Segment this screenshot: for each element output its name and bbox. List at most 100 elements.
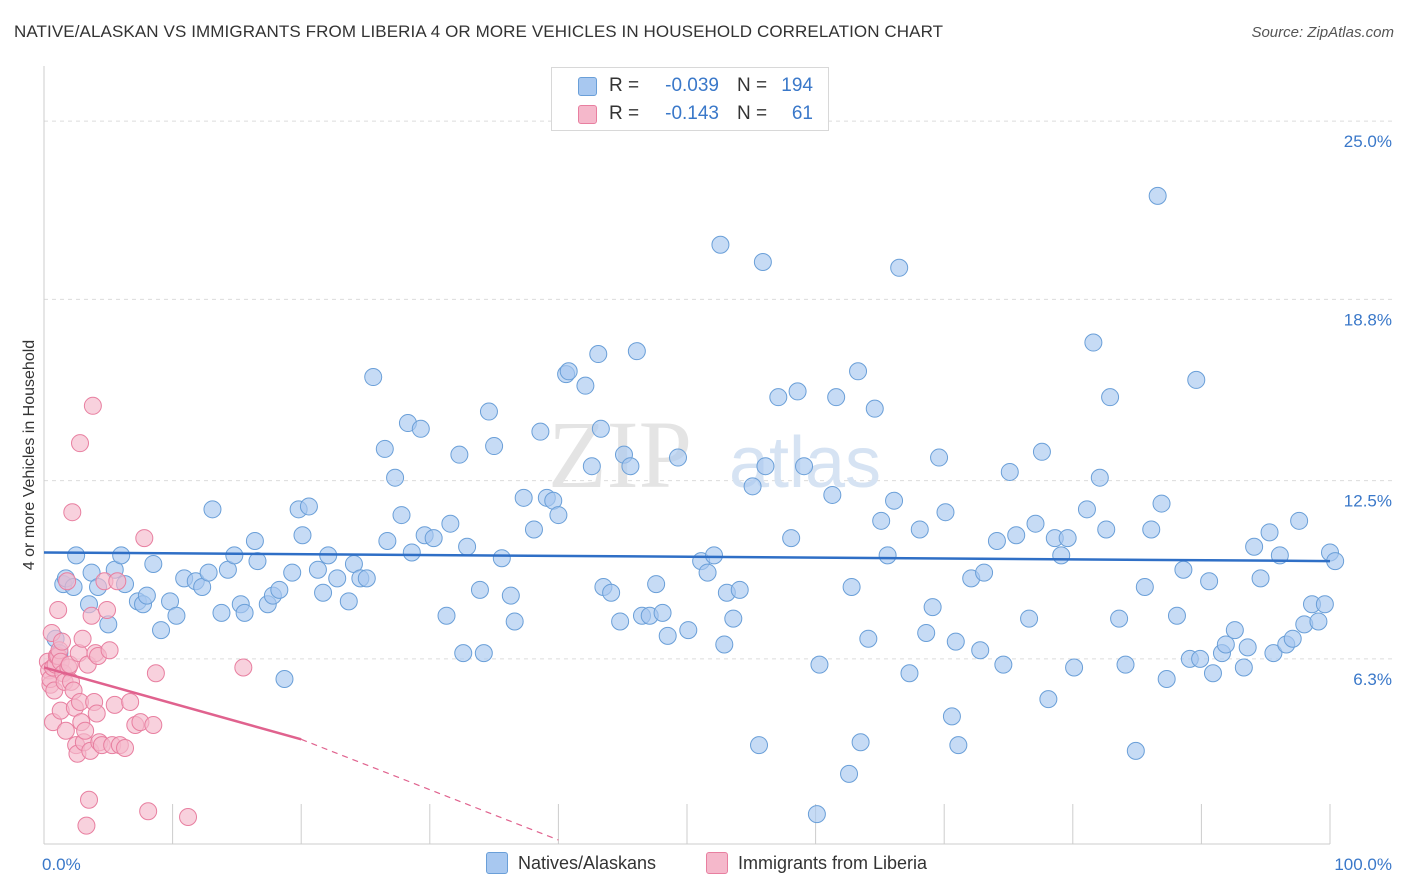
native-point xyxy=(576,376,595,395)
native-point xyxy=(923,598,942,617)
native-point xyxy=(248,552,267,571)
native-point xyxy=(225,546,244,565)
native-point xyxy=(930,448,949,467)
y-tick-label: 6.3% xyxy=(1353,670,1392,689)
native-point xyxy=(647,575,666,594)
native-point xyxy=(1007,526,1026,545)
native-point xyxy=(872,511,891,530)
native-point xyxy=(1077,500,1096,519)
legend-row-liberia: R = -0.143 N = 61 xyxy=(578,102,813,126)
native-point xyxy=(994,655,1013,674)
liberia-point xyxy=(71,434,90,453)
native-point xyxy=(524,520,543,539)
series-legend-liberia[interactable]: Immigrants from Liberia xyxy=(706,852,927,874)
native-point xyxy=(1026,514,1045,533)
liberia-point xyxy=(56,721,75,740)
native-point xyxy=(458,537,477,556)
liberia-point xyxy=(179,807,198,826)
native-point xyxy=(492,549,511,568)
legend-row-natives: R = -0.039 N = 194 xyxy=(578,74,813,98)
native-point xyxy=(1251,569,1270,588)
native-point xyxy=(698,563,717,582)
native-point xyxy=(900,664,919,683)
trend-lines xyxy=(43,551,1331,841)
native-point xyxy=(411,419,430,438)
liberia-point xyxy=(121,692,140,711)
liberia-trend-line xyxy=(43,666,302,741)
liberia-point xyxy=(234,658,253,677)
chart-title: NATIVE/ALASKAN VS IMMIGRANTS FROM LIBERI… xyxy=(14,22,944,41)
legend-r-label: R = xyxy=(609,103,640,124)
native-point xyxy=(1084,333,1103,352)
native-point xyxy=(67,546,86,565)
native-point xyxy=(479,402,498,421)
native-point xyxy=(137,586,156,605)
native-point xyxy=(531,422,550,441)
native-point xyxy=(308,560,327,579)
native-point xyxy=(1152,494,1171,513)
native-point xyxy=(1260,523,1279,542)
native-point xyxy=(842,577,861,596)
native-point xyxy=(314,583,333,602)
native-point xyxy=(299,497,318,516)
liberia-point xyxy=(82,606,101,625)
native-point xyxy=(144,554,163,573)
native-point xyxy=(890,258,909,277)
native-point xyxy=(1032,442,1051,461)
liberia-point xyxy=(53,632,72,651)
native-point xyxy=(514,488,533,507)
native-point xyxy=(827,388,846,407)
native-point xyxy=(750,736,769,755)
legend-r-value: -0.039 xyxy=(665,75,719,96)
native-point xyxy=(1097,520,1116,539)
native-point xyxy=(807,805,826,824)
native-point xyxy=(112,546,131,565)
native-point xyxy=(910,520,929,539)
native-point xyxy=(275,669,294,688)
native-point xyxy=(1238,638,1257,657)
native-point xyxy=(235,603,254,622)
native-point xyxy=(270,580,289,599)
native-point xyxy=(1157,669,1176,688)
native-point xyxy=(392,506,411,525)
native-point xyxy=(668,448,687,467)
native-point xyxy=(1191,649,1210,668)
native-point xyxy=(1116,655,1135,674)
native-point xyxy=(245,531,264,550)
native-point xyxy=(810,655,829,674)
source-label: Source: ZipAtlas.com xyxy=(1251,24,1394,41)
native-point xyxy=(1148,186,1167,205)
liberia-point xyxy=(63,503,82,522)
legend-swatch-natives xyxy=(486,852,508,874)
native-point xyxy=(1110,609,1129,628)
native-point xyxy=(823,485,842,504)
liberia-point xyxy=(87,704,106,723)
native-point xyxy=(505,612,524,631)
native-point xyxy=(454,644,473,663)
native-point xyxy=(769,388,788,407)
axes xyxy=(43,66,1331,845)
liberia-point xyxy=(108,572,127,591)
native-point xyxy=(865,399,884,418)
native-point xyxy=(849,362,868,381)
native-point xyxy=(1225,621,1244,640)
native-point xyxy=(705,546,724,565)
native-point xyxy=(756,457,775,476)
native-point xyxy=(212,603,231,622)
native-point xyxy=(1216,635,1235,654)
native-point xyxy=(364,368,383,387)
native-point xyxy=(1090,468,1109,487)
native-point xyxy=(1290,511,1309,530)
native-point xyxy=(1167,606,1186,625)
native-point xyxy=(1187,370,1206,389)
series-legend-natives[interactable]: Natives/Alaskans xyxy=(486,852,656,874)
native-point xyxy=(1000,462,1019,481)
native-point xyxy=(424,529,443,548)
native-point xyxy=(715,635,734,654)
native-point xyxy=(1283,629,1302,648)
native-point xyxy=(470,580,489,599)
series-legend-label: Immigrants from Liberia xyxy=(738,852,928,873)
native-point xyxy=(724,609,743,628)
liberia-point xyxy=(116,738,135,757)
